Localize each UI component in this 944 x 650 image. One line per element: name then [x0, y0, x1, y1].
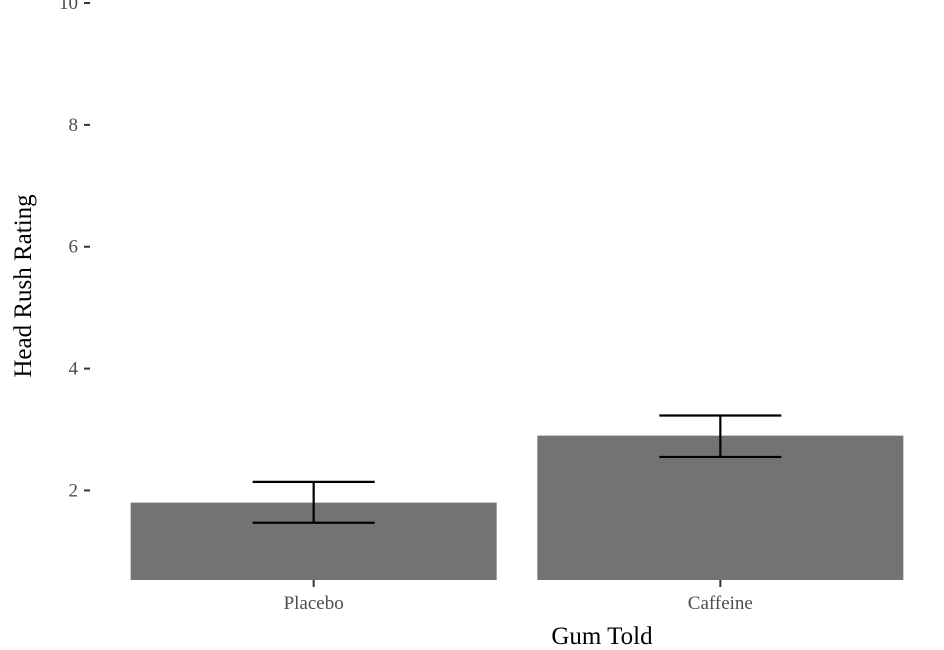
y-tick-label: 2: [69, 480, 79, 501]
bars: [130, 435, 904, 580]
x-axis-title: Gum Told: [551, 623, 653, 650]
y-tick-label: 8: [69, 115, 79, 136]
x-tick-label: Placebo: [284, 593, 344, 614]
x-tick-label: Caffeine: [688, 593, 753, 614]
bar-caffeine: [537, 435, 904, 580]
x-axis: Placebo Caffeine: [284, 580, 753, 614]
y-axis: 2 4 6 8 10: [59, 0, 90, 501]
error-bars: [252, 414, 782, 524]
y-tick-label: 4: [69, 359, 79, 380]
y-axis-title: Head Rush Rating: [10, 194, 37, 378]
y-tick-label: 6: [69, 237, 79, 258]
y-tick-label: 10: [59, 0, 78, 14]
